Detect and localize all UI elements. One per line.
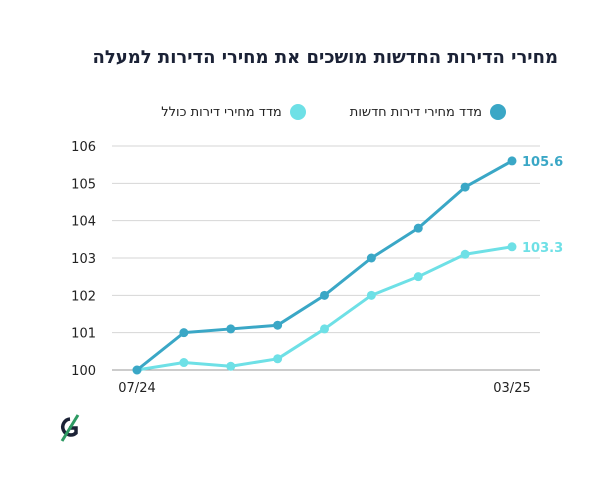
- y-tick-label: 103: [71, 252, 96, 267]
- data-point: [179, 358, 189, 368]
- legend-marker-new-apartments: [490, 104, 506, 120]
- data-point: [226, 361, 236, 371]
- data-point: [507, 242, 517, 252]
- y-tick-label: 101: [71, 327, 96, 342]
- data-point: [413, 223, 423, 233]
- y-tick-label: 106: [71, 140, 96, 155]
- end-value-label: 105.6: [522, 155, 563, 170]
- globes-logo-icon: [60, 414, 80, 442]
- end-value-label: 103.3: [522, 241, 563, 256]
- data-point: [179, 328, 189, 338]
- data-point: [366, 253, 376, 263]
- data-point: [413, 272, 423, 282]
- legend-item-new-apartments: מדד מחירי דירות חדשות: [350, 104, 506, 120]
- legend-label-total: מדד מחירי דירות כולל: [161, 104, 282, 120]
- x-tick-label: 03/25: [493, 381, 530, 396]
- x-tick-label: 07/24: [118, 381, 155, 396]
- data-point: [273, 354, 283, 364]
- data-point: [320, 290, 329, 300]
- data-point: [273, 320, 283, 330]
- y-tick-label: 105: [71, 177, 96, 192]
- chart-title: מחירי הדירות החדשות מושכים את מחירי הדיר…: [92, 47, 558, 68]
- data-point: [507, 156, 517, 166]
- legend-label-new-apartments: מדד מחירי דירות חדשות: [349, 104, 482, 120]
- data-point: [320, 324, 329, 334]
- data-point: [460, 182, 470, 192]
- data-point: [460, 249, 470, 259]
- series-line: [136, 245, 513, 372]
- series-line: [136, 159, 513, 372]
- legend-marker-total: [289, 104, 306, 120]
- legend: מדד מחירי דירות חדשות מדד מחירי דירות כו…: [161, 104, 506, 120]
- data-point: [132, 365, 142, 375]
- legend-item-total: מדד מחירי דירות כולל: [161, 104, 306, 120]
- y-tick-label: 100: [71, 364, 96, 379]
- y-tick-label: 102: [71, 289, 96, 304]
- data-point: [366, 290, 376, 300]
- y-tick-label: 104: [71, 215, 96, 230]
- data-point: [226, 324, 236, 334]
